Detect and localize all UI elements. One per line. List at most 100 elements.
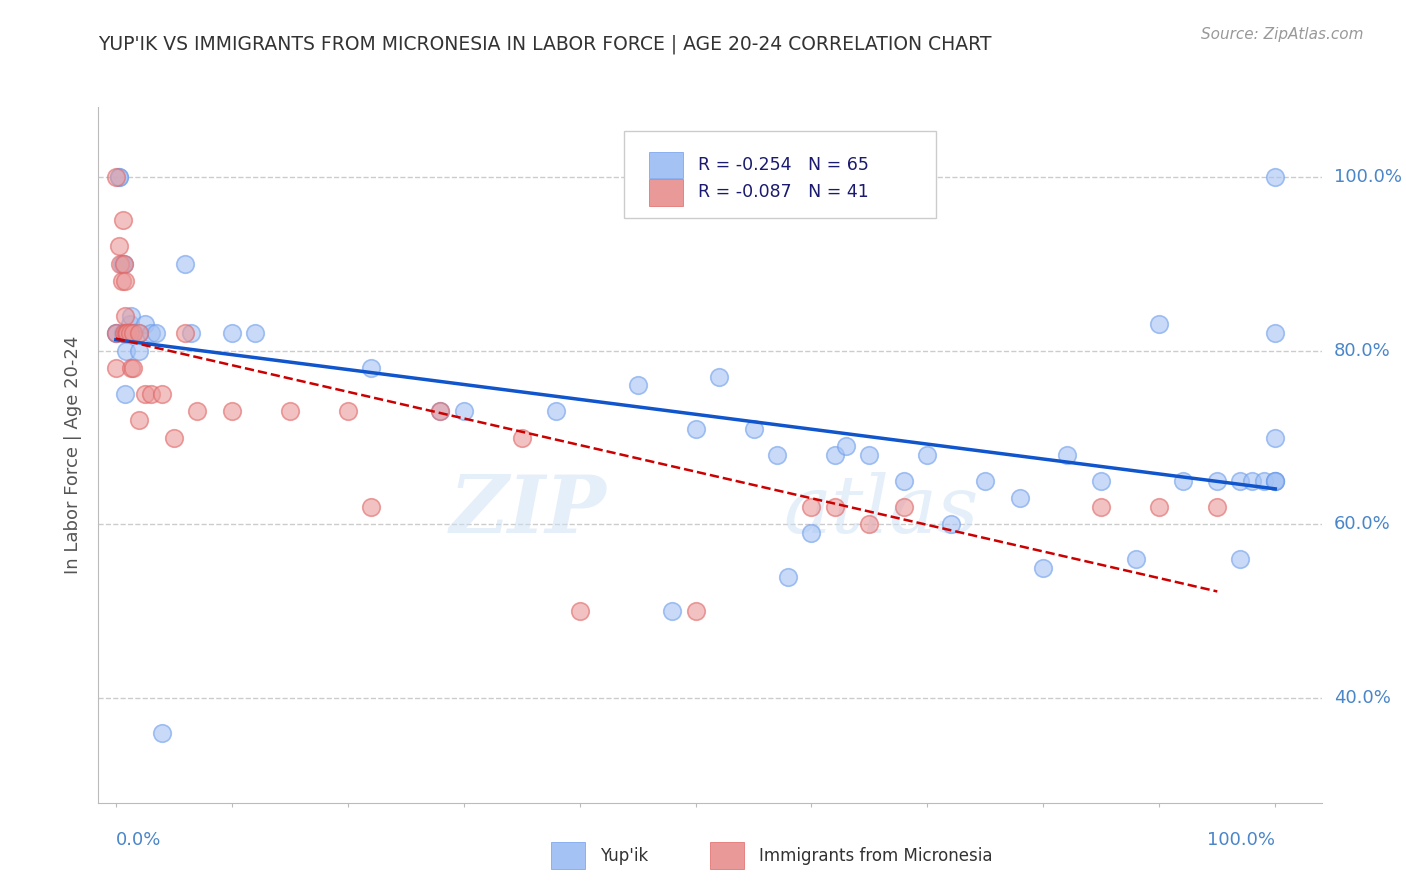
Point	[778, 570, 800, 584]
Point	[1149, 318, 1171, 332]
Text: ZIP: ZIP	[449, 472, 606, 549]
Point	[112, 326, 135, 341]
Point	[765, 448, 787, 462]
Text: YUP'IK VS IMMIGRANTS FROM MICRONESIA IN LABOR FORCE | AGE 20-24 CORRELATION CHAR: YUP'IK VS IMMIGRANTS FROM MICRONESIA IN …	[98, 34, 991, 54]
Point	[120, 309, 142, 323]
Point	[114, 326, 136, 341]
Point	[835, 439, 858, 453]
Point	[429, 404, 451, 418]
FancyBboxPatch shape	[624, 131, 936, 219]
Point	[111, 326, 134, 341]
Point	[1090, 500, 1112, 514]
Point	[1264, 474, 1286, 488]
Point	[824, 500, 846, 514]
Point	[128, 343, 150, 358]
Point	[1264, 431, 1286, 445]
Point	[1010, 491, 1032, 506]
Point	[115, 343, 138, 358]
Text: Yup'ik: Yup'ik	[600, 847, 648, 864]
Point	[134, 318, 156, 332]
Point	[117, 326, 139, 341]
Point	[1206, 474, 1229, 488]
Point	[108, 239, 131, 253]
Point	[128, 326, 150, 341]
Point	[243, 326, 266, 341]
FancyBboxPatch shape	[710, 842, 744, 869]
Point	[1171, 474, 1194, 488]
Point	[122, 360, 145, 375]
Point	[1253, 474, 1275, 488]
Text: 80.0%: 80.0%	[1334, 342, 1391, 359]
Point	[108, 169, 131, 184]
Point	[114, 274, 136, 288]
Point	[115, 326, 138, 341]
Point	[221, 404, 243, 418]
Point	[111, 213, 134, 227]
Text: 100.0%: 100.0%	[1334, 168, 1402, 186]
Point	[112, 326, 135, 341]
Point	[1264, 474, 1286, 488]
Text: 40.0%: 40.0%	[1334, 690, 1391, 707]
Point	[174, 257, 197, 271]
Point	[122, 326, 145, 341]
Point	[186, 404, 208, 418]
Point	[221, 326, 243, 341]
Point	[117, 326, 139, 341]
Point	[117, 326, 139, 341]
Point	[336, 404, 359, 418]
Point	[974, 474, 997, 488]
Point	[1264, 169, 1286, 184]
Point	[917, 448, 939, 462]
Point	[110, 257, 132, 271]
Point	[112, 257, 135, 271]
Point	[1264, 474, 1286, 488]
Text: R = -0.254   N = 65: R = -0.254 N = 65	[697, 156, 869, 174]
Point	[510, 431, 533, 445]
Point	[128, 413, 150, 427]
Point	[453, 404, 475, 418]
Point	[150, 387, 173, 401]
Point	[118, 318, 141, 332]
Point	[134, 387, 156, 401]
Point	[114, 387, 136, 401]
Text: atlas: atlas	[783, 472, 979, 549]
Point	[1125, 552, 1147, 566]
Point	[893, 474, 915, 488]
Point	[800, 526, 823, 541]
Point	[800, 500, 823, 514]
Point	[546, 404, 568, 418]
FancyBboxPatch shape	[551, 842, 585, 869]
Point	[163, 431, 186, 445]
Point	[893, 500, 915, 514]
Point	[1241, 474, 1264, 488]
Point	[568, 605, 591, 619]
Point	[1206, 500, 1229, 514]
Point	[742, 422, 765, 436]
FancyBboxPatch shape	[648, 152, 683, 178]
Point	[120, 360, 142, 375]
Point	[145, 326, 167, 341]
Text: 60.0%: 60.0%	[1334, 516, 1391, 533]
Point	[1090, 474, 1112, 488]
Point	[110, 274, 132, 288]
Text: Source: ZipAtlas.com: Source: ZipAtlas.com	[1201, 27, 1364, 42]
Point	[117, 326, 139, 341]
Point	[1056, 448, 1078, 462]
Point	[360, 500, 382, 514]
Point	[1264, 326, 1286, 341]
Point	[626, 378, 648, 392]
Y-axis label: In Labor Force | Age 20-24: In Labor Force | Age 20-24	[65, 335, 83, 574]
Point	[858, 517, 880, 532]
Point	[104, 326, 127, 341]
Text: Immigrants from Micronesia: Immigrants from Micronesia	[759, 847, 993, 864]
Point	[174, 326, 197, 341]
Point	[112, 257, 135, 271]
Point	[108, 169, 131, 184]
Point	[104, 360, 127, 375]
Point	[150, 726, 173, 740]
FancyBboxPatch shape	[648, 179, 683, 206]
Point	[1149, 500, 1171, 514]
Point	[128, 326, 150, 341]
Point	[707, 369, 730, 384]
Point	[661, 605, 683, 619]
